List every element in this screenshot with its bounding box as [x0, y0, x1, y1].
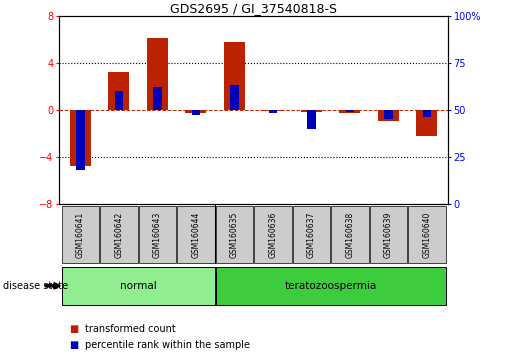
Bar — [293, 206, 330, 263]
Text: GSM160638: GSM160638 — [346, 211, 354, 258]
Bar — [269, 110, 277, 114]
Bar — [230, 85, 238, 110]
Bar — [262, 110, 283, 111]
Text: GSM160640: GSM160640 — [422, 211, 432, 258]
Bar — [339, 110, 360, 113]
Bar — [331, 206, 369, 263]
Text: normal: normal — [120, 281, 157, 291]
Bar — [108, 72, 129, 110]
Text: disease state: disease state — [3, 281, 67, 291]
Text: GSM160642: GSM160642 — [114, 211, 124, 258]
Text: GSM160644: GSM160644 — [192, 211, 200, 258]
Bar — [408, 206, 446, 263]
Bar — [185, 110, 207, 113]
Title: GDS2695 / GI_37540818-S: GDS2695 / GI_37540818-S — [170, 2, 337, 15]
Text: teratozoospermia: teratozoospermia — [284, 281, 377, 291]
Bar — [139, 206, 176, 263]
Text: transformed count: transformed count — [85, 324, 176, 334]
Bar — [370, 206, 407, 263]
Text: percentile rank within the sample: percentile rank within the sample — [85, 340, 250, 350]
Bar — [384, 110, 392, 119]
Bar — [254, 206, 292, 263]
Bar — [70, 110, 91, 166]
Text: ■: ■ — [70, 324, 79, 334]
Text: GSM160641: GSM160641 — [76, 211, 85, 258]
Bar — [215, 206, 253, 263]
Bar — [378, 110, 399, 121]
Text: GSM160643: GSM160643 — [153, 211, 162, 258]
Text: ■: ■ — [70, 340, 79, 350]
Bar — [346, 110, 354, 112]
Bar — [76, 110, 84, 170]
Text: GSM160637: GSM160637 — [307, 211, 316, 258]
Bar — [423, 110, 431, 117]
Bar — [100, 206, 138, 263]
Bar — [61, 206, 99, 263]
Bar — [115, 91, 123, 110]
Text: GSM160636: GSM160636 — [268, 211, 278, 258]
Bar — [177, 206, 215, 263]
Bar — [301, 110, 322, 112]
Bar — [224, 42, 245, 110]
Bar — [153, 87, 162, 110]
Text: GSM160635: GSM160635 — [230, 211, 239, 258]
Text: GSM160639: GSM160639 — [384, 211, 393, 258]
Bar — [61, 267, 215, 304]
Bar — [416, 110, 437, 136]
Bar — [147, 38, 168, 110]
Bar — [307, 110, 316, 129]
Bar — [192, 110, 200, 115]
Bar — [215, 267, 446, 304]
